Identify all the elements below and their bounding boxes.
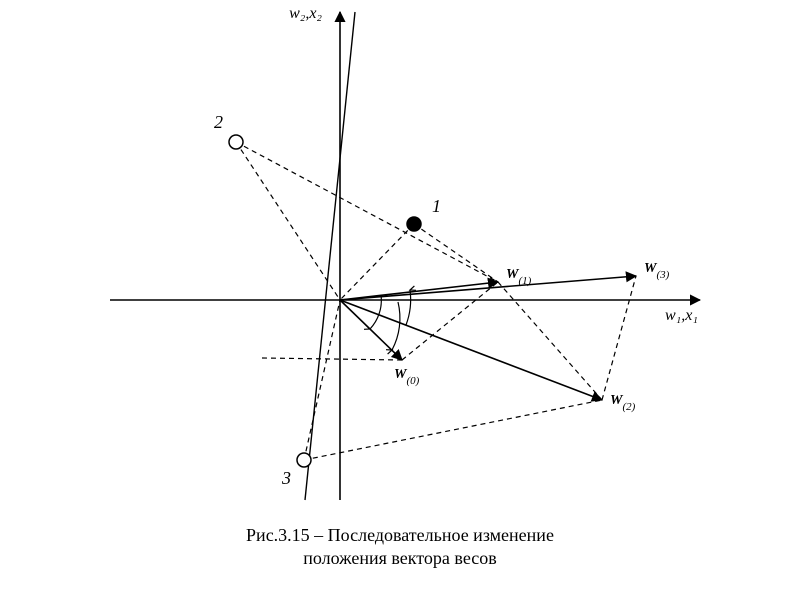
svg-text:W(0): W(0) bbox=[394, 367, 420, 387]
svg-text:W(2): W(2) bbox=[610, 393, 636, 413]
caption-line-1: Рис.3.15 – Последовательное изменение bbox=[246, 525, 554, 545]
svg-text:2: 2 bbox=[214, 112, 223, 132]
vector-diagram: w₁,x₁w₂,x₂W(0)W(1)W(2)W(3)123 bbox=[0, 0, 800, 520]
svg-text:w₂,x₂: w₂,x₂ bbox=[289, 5, 322, 22]
figure-caption: Рис.3.15 – Последовательное изменение по… bbox=[0, 524, 800, 571]
svg-text:W(3): W(3) bbox=[644, 261, 670, 281]
svg-text:3: 3 bbox=[281, 468, 291, 488]
svg-text:w₁,x₁: w₁,x₁ bbox=[665, 307, 698, 324]
svg-text:1: 1 bbox=[432, 196, 441, 216]
caption-line-2: положения вектора весов bbox=[303, 548, 497, 568]
